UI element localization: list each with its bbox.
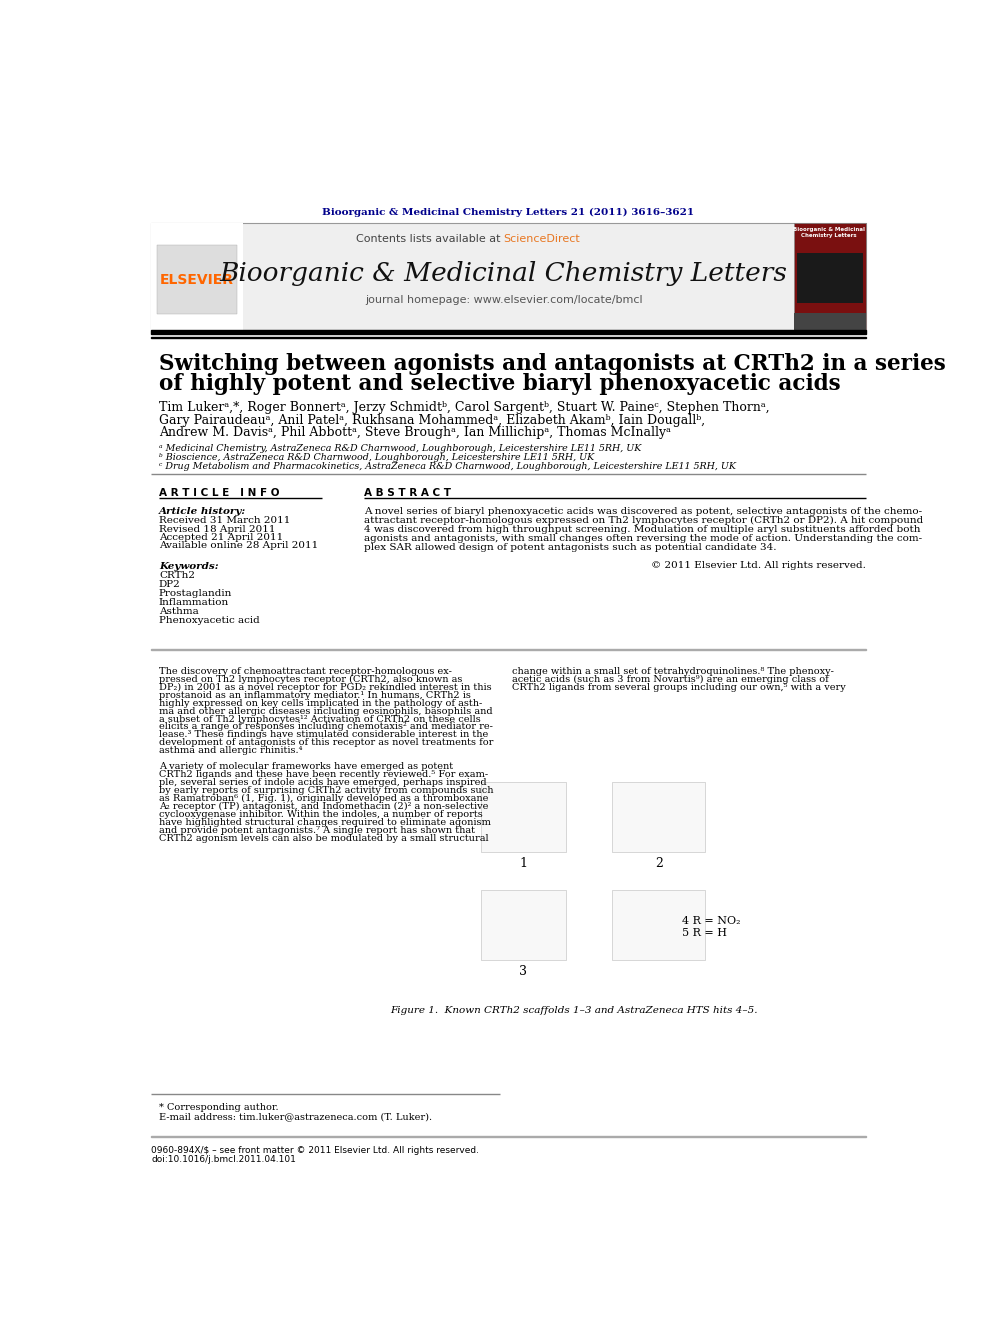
- Text: * Corresponding author.: * Corresponding author.: [159, 1103, 279, 1111]
- Text: Contents lists available at: Contents lists available at: [356, 234, 504, 243]
- Text: Figure 1.  Known CRTh2 scaffolds 1–3 and AstraZeneca HTS hits 4–5.: Figure 1. Known CRTh2 scaffolds 1–3 and …: [390, 1005, 757, 1015]
- Text: CRTh2 ligands and these have been recently reviewed.⁵ For exam-: CRTh2 ligands and these have been recent…: [159, 770, 488, 779]
- Text: DP2: DP2: [159, 581, 181, 589]
- Text: Phenoxyacetic acid: Phenoxyacetic acid: [159, 615, 260, 624]
- Text: as Ramatroban⁶ (1, Fig. 1), originally developed as a thromboxane: as Ramatroban⁶ (1, Fig. 1), originally d…: [159, 794, 488, 803]
- Text: 4 R = NO₂: 4 R = NO₂: [682, 916, 740, 926]
- Bar: [151, 336, 866, 339]
- Text: CRTh2 agonism levels can also be modulated by a small structural: CRTh2 agonism levels can also be modulat…: [159, 833, 488, 843]
- Text: plex SAR allowed design of potent antagonists such as potential candidate 34.: plex SAR allowed design of potent antago…: [364, 544, 777, 552]
- Text: CRTh2: CRTh2: [159, 572, 194, 581]
- Text: by early reports of surprising CRTh2 activity from compounds such: by early reports of surprising CRTh2 act…: [159, 786, 493, 795]
- Text: 2: 2: [655, 857, 663, 869]
- Text: ᶜ Drug Metabolism and Pharmacokinetics, AstraZeneca R&D Charnwood, Loughborough,: ᶜ Drug Metabolism and Pharmacokinetics, …: [159, 462, 736, 471]
- Text: pressed on Th2 lymphocytes receptor (CRTh2, also known as: pressed on Th2 lymphocytes receptor (CRT…: [159, 675, 462, 684]
- Bar: [797, 253, 863, 303]
- Bar: [151, 224, 243, 329]
- Text: ᵇ Bioscience, AstraZeneca R&D Charnwood, Loughborough, Leicestershire LE11 5RH, : ᵇ Bioscience, AstraZeneca R&D Charnwood,…: [159, 452, 594, 462]
- Text: Keywords:: Keywords:: [159, 562, 218, 572]
- Text: a subset of Th2 lymphocytes¹² Activation of CRTh2 on these cells: a subset of Th2 lymphocytes¹² Activation…: [159, 714, 481, 724]
- Text: A R T I C L E   I N F O: A R T I C L E I N F O: [159, 488, 280, 499]
- Text: ScienceDirect: ScienceDirect: [504, 234, 580, 243]
- Text: Accepted 21 April 2011: Accepted 21 April 2011: [159, 533, 283, 542]
- Text: Bioorganic & Medicinal Chemistry Letters: Bioorganic & Medicinal Chemistry Letters: [220, 261, 788, 286]
- Bar: [794, 224, 866, 329]
- Text: ma and other allergic diseases including eosinophils, basophils and: ma and other allergic diseases including…: [159, 706, 492, 716]
- Text: Revised 18 April 2011: Revised 18 April 2011: [159, 524, 276, 533]
- Text: © 2011 Elsevier Ltd. All rights reserved.: © 2011 Elsevier Ltd. All rights reserved…: [651, 561, 866, 570]
- Text: have highlighted structural changes required to eliminate agonism: have highlighted structural changes requ…: [159, 818, 491, 827]
- Text: highly expressed on key cells implicated in the pathology of asth-: highly expressed on key cells implicated…: [159, 699, 482, 708]
- Text: Andrew M. Davisᵃ, Phil Abbottᵃ, Steve Broughᵃ, Ian Millichipᵃ, Thomas McInallyᵃ: Andrew M. Davisᵃ, Phil Abbottᵃ, Steve Br…: [159, 426, 671, 439]
- Text: 0960-894X/$ – see front matter © 2011 Elsevier Ltd. All rights reserved.: 0960-894X/$ – see front matter © 2011 El…: [151, 1146, 479, 1155]
- Text: The discovery of chemoattractant receptor-homologous ex-: The discovery of chemoattractant recepto…: [159, 667, 451, 676]
- Text: Tim Lukerᵃ,*, Roger Bonnertᵃ, Jerzy Schmidtᵇ, Carol Sargentᵇ, Stuart W. Paineᶜ, : Tim Lukerᵃ,*, Roger Bonnertᵃ, Jerzy Schm…: [159, 401, 770, 414]
- Text: ELSEVIER: ELSEVIER: [160, 273, 234, 287]
- Bar: [794, 312, 866, 329]
- Bar: [612, 782, 705, 852]
- Text: 1: 1: [519, 857, 527, 869]
- Text: Received 31 March 2011: Received 31 March 2011: [159, 516, 291, 525]
- Bar: [612, 890, 705, 959]
- Text: Switching between agonists and antagonists at CRTh2 in a series: Switching between agonists and antagonis…: [159, 353, 945, 374]
- Text: doi:10.1016/j.bmcl.2011.04.101: doi:10.1016/j.bmcl.2011.04.101: [151, 1155, 296, 1164]
- Text: Available online 28 April 2011: Available online 28 April 2011: [159, 541, 318, 550]
- Bar: [480, 782, 565, 852]
- Text: agonists and antagonists, with small changes often reversing the mode of action.: agonists and antagonists, with small cha…: [364, 534, 923, 542]
- Text: 4 was discovered from high throughput screening. Modulation of multiple aryl sub: 4 was discovered from high throughput sc…: [364, 525, 921, 534]
- Text: ᵃ Medicinal Chemistry, AstraZeneca R&D Charnwood, Loughborough, Leicestershire L: ᵃ Medicinal Chemistry, AstraZeneca R&D C…: [159, 443, 641, 452]
- Bar: [151, 224, 866, 329]
- Text: CRTh2 ligands from several groups including our own,⁵ with a very: CRTh2 ligands from several groups includ…: [512, 683, 845, 692]
- Text: development of antagonists of this receptor as novel treatments for: development of antagonists of this recep…: [159, 738, 493, 747]
- Text: A B S T R A C T: A B S T R A C T: [364, 488, 451, 499]
- Text: Bioorganic & Medicinal: Bioorganic & Medicinal: [794, 228, 865, 232]
- Text: journal homepage: www.elsevier.com/locate/bmcl: journal homepage: www.elsevier.com/locat…: [365, 295, 643, 306]
- Text: cyclooxygenase inhibitor. Within the indoles, a number of reports: cyclooxygenase inhibitor. Within the ind…: [159, 810, 483, 819]
- Bar: [473, 683, 864, 1021]
- Text: elicits a range of responses including chemotaxis² and mediator re-: elicits a range of responses including c…: [159, 722, 493, 732]
- Bar: [151, 329, 866, 333]
- Text: of highly potent and selective biaryl phenoxyacetic acids: of highly potent and selective biaryl ph…: [159, 373, 840, 394]
- Text: and provide potent antagonists.⁷ A single report has shown that: and provide potent antagonists.⁷ A singl…: [159, 826, 475, 835]
- Bar: [480, 890, 565, 959]
- Text: lease.³ These findings have stimulated considerable interest in the: lease.³ These findings have stimulated c…: [159, 730, 488, 740]
- Text: A₂ receptor (TP) antagonist, and Indomethacin (2)² a non-selective: A₂ receptor (TP) antagonist, and Indomet…: [159, 802, 488, 811]
- Text: E-mail address: tim.luker@astrazeneca.com (T. Luker).: E-mail address: tim.luker@astrazeneca.co…: [159, 1113, 432, 1121]
- Text: DP₂) in 2001 as a novel receptor for PGD₂ rekindled interest in this: DP₂) in 2001 as a novel receptor for PGD…: [159, 683, 491, 692]
- Text: Asthma: Asthma: [159, 607, 198, 617]
- Text: Inflammation: Inflammation: [159, 598, 229, 607]
- Text: asthma and allergic rhinitis.⁴: asthma and allergic rhinitis.⁴: [159, 746, 303, 755]
- Text: 5 R = H: 5 R = H: [682, 927, 727, 938]
- Text: ple, several series of indole acids have emerged, perhaps inspired: ple, several series of indole acids have…: [159, 778, 486, 787]
- Text: Chemistry Letters: Chemistry Letters: [802, 233, 857, 238]
- Text: 3: 3: [519, 964, 527, 978]
- Text: A novel series of biaryl phenoxyacetic acids was discovered as potent, selective: A novel series of biaryl phenoxyacetic a…: [364, 507, 923, 516]
- Bar: [157, 245, 237, 315]
- Text: Article history:: Article history:: [159, 507, 246, 516]
- Text: A variety of molecular frameworks have emerged as potent: A variety of molecular frameworks have e…: [159, 762, 453, 771]
- Text: acetic acids (such as 3 from Novartis⁹) are an emerging class of: acetic acids (such as 3 from Novartis⁹) …: [512, 675, 828, 684]
- Text: Prostaglandin: Prostaglandin: [159, 589, 232, 598]
- Text: prostanoid as an inflammatory mediator.¹ In humans, CRTh2 is: prostanoid as an inflammatory mediator.¹…: [159, 691, 471, 700]
- Text: Gary Pairaudeauᵃ, Anil Patelᵃ, Rukhsana Mohammedᵃ, Elizabeth Akamᵇ, Iain Dougall: Gary Pairaudeauᵃ, Anil Patelᵃ, Rukhsana …: [159, 414, 705, 426]
- Text: change within a small set of tetrahydroquinolines.⁸ The phenoxy-: change within a small set of tetrahydroq…: [512, 667, 833, 676]
- Text: Bioorganic & Medicinal Chemistry Letters 21 (2011) 3616–3621: Bioorganic & Medicinal Chemistry Letters…: [322, 208, 694, 217]
- Text: attractant receptor-homologous expressed on Th2 lymphocytes receptor (CRTh2 or D: attractant receptor-homologous expressed…: [364, 516, 924, 525]
